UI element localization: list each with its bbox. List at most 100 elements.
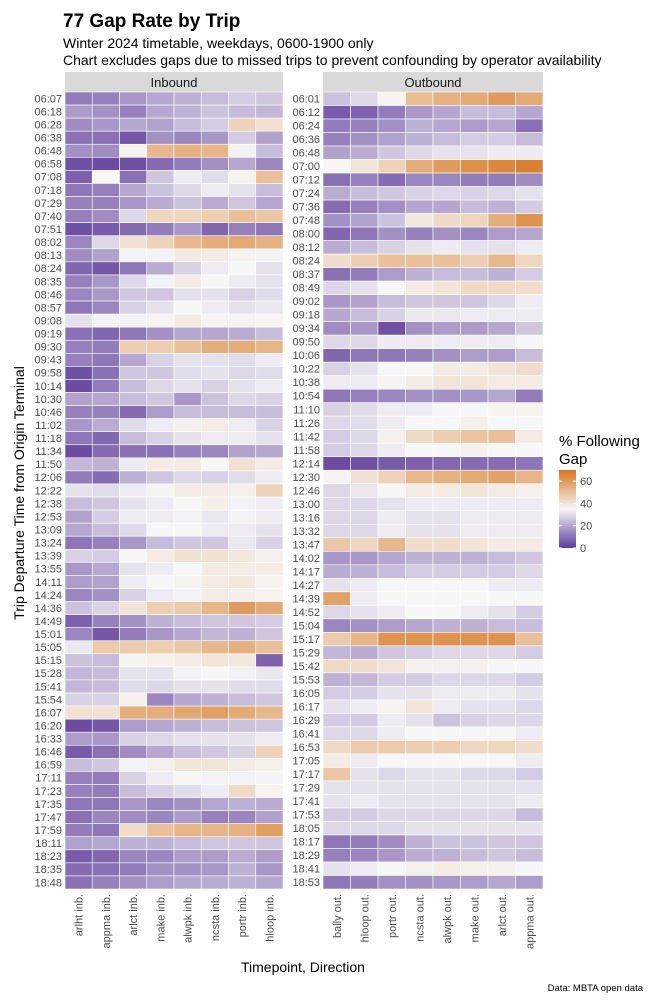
heatmap-cell [488, 700, 516, 714]
heatmap-cell [201, 497, 228, 510]
heatmap-cell [433, 241, 461, 255]
heatmap-cell [378, 295, 406, 309]
heatmap-cell [461, 457, 489, 471]
heatmap-cell [256, 393, 283, 406]
heatmap-cell [229, 680, 256, 693]
heatmap-cell [65, 379, 92, 392]
y-tick-label: 08:12 [292, 242, 320, 254]
heatmap-cell [378, 457, 406, 471]
heatmap-cell [461, 254, 489, 268]
heatmap-cell [323, 281, 351, 295]
heatmap-cell [256, 784, 283, 797]
heatmap-cell [433, 727, 461, 741]
heatmap-cell [461, 619, 489, 633]
y-tick-label: 14:24 [34, 590, 62, 602]
heatmap-cell [256, 588, 283, 601]
y-tick-label: 07:36 [292, 202, 320, 214]
heatmap-cell [92, 157, 119, 170]
heatmap-cell [65, 236, 92, 249]
heatmap-cell [433, 848, 461, 862]
heatmap-cell [406, 835, 434, 849]
heatmap-cell [256, 118, 283, 131]
heatmap-cell [433, 403, 461, 417]
heatmap-cell [406, 146, 434, 160]
heatmap-cell [92, 458, 119, 471]
heatmap-cell [516, 443, 544, 457]
heatmap-cell [323, 214, 351, 228]
heatmap-cell [65, 758, 92, 771]
heatmap-cell [201, 471, 228, 484]
y-tick-label: 13:09 [34, 525, 62, 537]
heatmap-cell [201, 876, 228, 889]
heatmap-cell [201, 562, 228, 575]
heatmap-cell [378, 767, 406, 781]
heatmap-cell [120, 745, 147, 758]
y-tick-label: 17:35 [34, 799, 62, 811]
heatmap-cell [147, 314, 174, 327]
heatmap-cell [406, 713, 434, 727]
heatmap-cell [120, 484, 147, 497]
heatmap-cell [147, 549, 174, 562]
y-axis-title: Trip Departure Time from Origin Terminal [11, 366, 27, 620]
heatmap-cell [378, 430, 406, 444]
heatmap-cell [406, 389, 434, 403]
heatmap-cell [92, 523, 119, 536]
y-tick-label: 12:14 [292, 458, 320, 470]
y-tick-label: 11:34 [35, 446, 62, 458]
heatmap-cell [351, 443, 379, 457]
heatmap-cell [461, 119, 489, 133]
heatmap-cell [92, 236, 119, 249]
heatmap-cell [120, 811, 147, 824]
heatmap-cell [92, 131, 119, 144]
heatmap-cell [406, 430, 434, 444]
heatmap-cell [174, 876, 201, 889]
heatmap-cell [256, 92, 283, 105]
heatmap-cell [201, 523, 228, 536]
heatmap-cell [351, 322, 379, 336]
heatmap-cell [461, 416, 489, 430]
heatmap-cell [406, 308, 434, 322]
heatmap-cell [229, 262, 256, 275]
heatmap-cell [201, 432, 228, 445]
heatmap-cell [65, 549, 92, 562]
heatmap-cell [323, 808, 351, 822]
heatmap-cell [351, 781, 379, 795]
heatmap-cell [378, 268, 406, 282]
heatmap-cell [378, 106, 406, 120]
y-tick-label: 14:17 [292, 566, 320, 578]
heatmap-cell [120, 471, 147, 484]
x-tick-label: portr out. [387, 894, 399, 938]
heatmap-cell [174, 837, 201, 850]
heatmap-cell [229, 236, 256, 249]
heatmap-cell [516, 862, 544, 876]
heatmap-cell [65, 301, 92, 314]
heatmap-cell [406, 875, 434, 889]
heatmap-cell [406, 551, 434, 565]
heatmap-cell [229, 824, 256, 837]
heatmap-cell [256, 353, 283, 366]
heatmap-cell [256, 445, 283, 458]
heatmap-cell [256, 719, 283, 732]
heatmap-cell [174, 523, 201, 536]
heatmap-cell [174, 249, 201, 262]
heatmap-cell [433, 146, 461, 160]
y-tick-label: 09:02 [292, 296, 320, 308]
heatmap-cell [433, 92, 461, 106]
heatmap-cell [92, 732, 119, 745]
heatmap-cell [201, 667, 228, 680]
heatmap-cell [229, 301, 256, 314]
heatmap-cell [65, 497, 92, 510]
heatmap-cell [256, 850, 283, 863]
heatmap-cell [201, 602, 228, 615]
gap-rate-heatmap: 77 Gap Rate by Trip Winter 2024 timetabl… [0, 0, 667, 1000]
heatmap-cell [351, 389, 379, 403]
heatmap-cell [256, 262, 283, 275]
heatmap-cell [147, 406, 174, 419]
heatmap-cell [147, 118, 174, 131]
heatmap-cell [147, 588, 174, 601]
heatmap-cell [351, 106, 379, 120]
y-tick-label: 16:05 [292, 688, 320, 700]
heatmap-cell [229, 366, 256, 379]
heatmap-cell [65, 863, 92, 876]
heatmap-cell [351, 659, 379, 673]
